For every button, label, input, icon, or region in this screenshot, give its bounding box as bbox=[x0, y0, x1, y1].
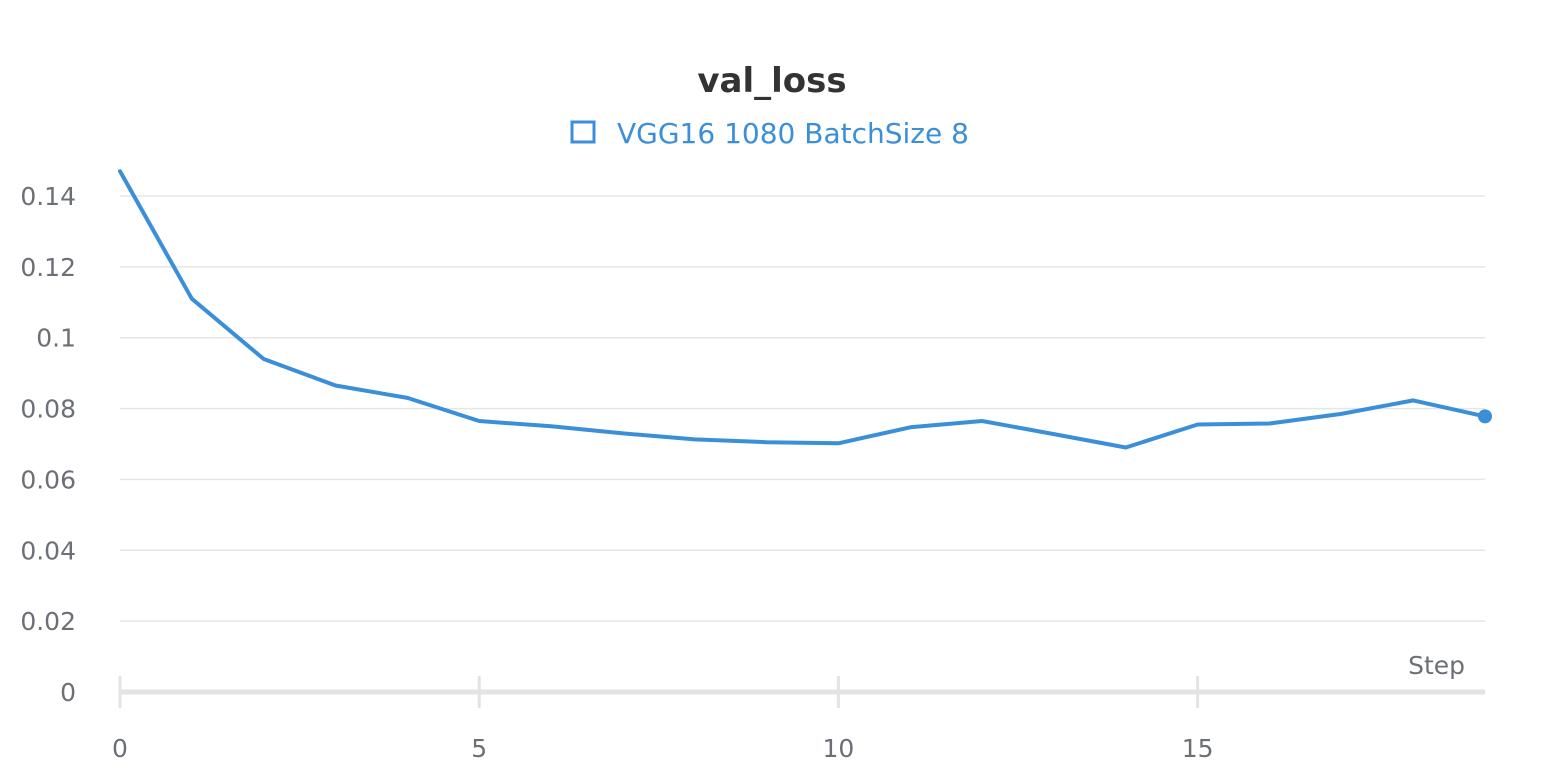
y-tick-label: 0.14 bbox=[20, 182, 76, 211]
x-tick-label: 10 bbox=[823, 734, 855, 763]
x-tick-label: 0 bbox=[112, 734, 128, 763]
y-tick-label: 0.06 bbox=[20, 465, 76, 494]
x-axis-label: Step bbox=[1408, 651, 1465, 680]
series[interactable] bbox=[118, 169, 1493, 450]
y-tick-label: 0.08 bbox=[20, 395, 76, 424]
grid bbox=[120, 195, 1485, 622]
x-axis: 0 5 10 15 bbox=[112, 676, 1485, 763]
y-tick-label: 0 bbox=[60, 678, 76, 707]
last-data-point[interactable] bbox=[1478, 409, 1492, 424]
legend-series-name: VGG16 1080 BatchSize 8 bbox=[617, 117, 969, 150]
y-axis-tick-labels: 0 0.02 0.04 0.06 0.08 0.1 0.12 0.14 bbox=[20, 182, 76, 707]
y-tick-label: 0.12 bbox=[20, 253, 76, 282]
y-tick-label: 0.1 bbox=[36, 324, 76, 353]
y-tick-label: 0.04 bbox=[20, 536, 76, 565]
legend[interactable]: VGG16 1080 BatchSize 8 bbox=[570, 117, 969, 150]
x-tick-label: 5 bbox=[471, 734, 487, 763]
y-tick-label: 0.02 bbox=[20, 607, 76, 636]
x-tick-label: 15 bbox=[1182, 734, 1214, 763]
chart-title: val_loss bbox=[697, 61, 846, 101]
series-line[interactable] bbox=[118, 169, 1487, 450]
legend-square-outline-icon bbox=[570, 120, 596, 144]
